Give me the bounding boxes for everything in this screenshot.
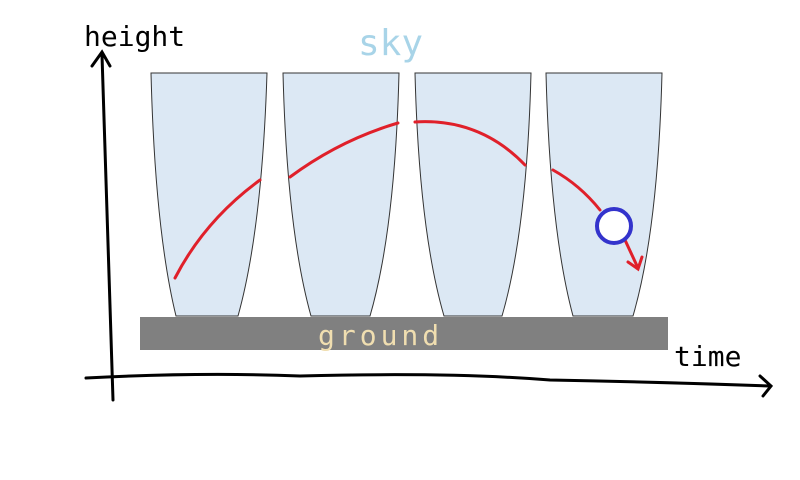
y-axis-arrow xyxy=(90,49,112,68)
x-axis-label: time xyxy=(674,340,741,373)
trajectory-segment xyxy=(413,120,527,167)
ball xyxy=(595,207,633,245)
trajectory-segment xyxy=(623,238,640,270)
trajectory-segment xyxy=(551,168,602,212)
trajectory-arrow xyxy=(626,255,644,272)
sky-column xyxy=(414,72,532,317)
y-axis xyxy=(100,53,115,402)
x-axis-arrow xyxy=(758,374,774,398)
trajectory-segment xyxy=(288,121,400,179)
ground-label: ground xyxy=(318,319,443,352)
trajectory xyxy=(173,120,644,280)
ground xyxy=(140,317,668,350)
sky-column xyxy=(150,72,268,317)
trajectory-segment xyxy=(173,178,262,280)
axes xyxy=(84,49,774,402)
x-axis xyxy=(84,372,772,388)
y-axis-label: height xyxy=(84,20,185,53)
sky-label: sky xyxy=(358,23,423,64)
sky-columns xyxy=(150,72,663,317)
